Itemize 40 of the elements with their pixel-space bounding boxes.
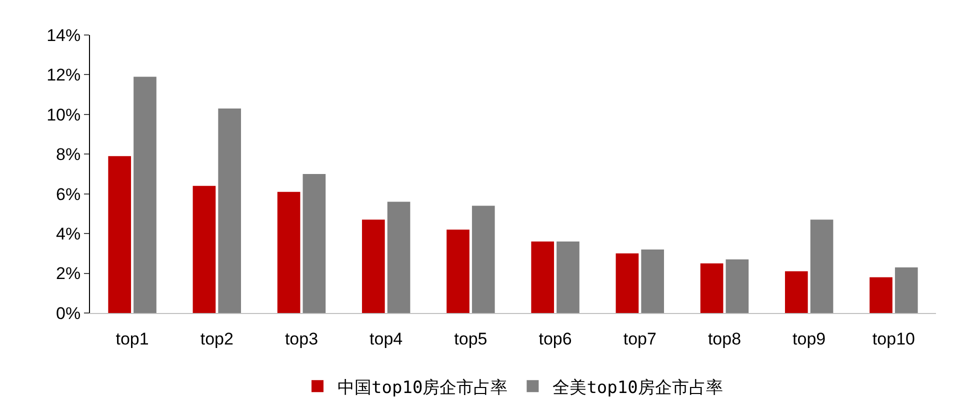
- bar: [726, 259, 749, 313]
- x-tick-label: top6: [538, 329, 572, 348]
- bar: [641, 249, 664, 313]
- x-tick-label: top2: [200, 329, 234, 348]
- y-tick-label: 6%: [56, 184, 81, 204]
- y-tick-label: 0%: [56, 304, 81, 323]
- bar: [134, 76, 156, 313]
- x-tick-label: top3: [284, 329, 318, 348]
- y-tick-label: 14%: [46, 26, 81, 45]
- x-tick-label: top7: [623, 329, 656, 348]
- bar: [531, 242, 554, 313]
- bar: [784, 271, 808, 313]
- x-tick-label: top10: [872, 329, 915, 348]
- bar: [700, 263, 724, 313]
- x-tick-label: top1: [116, 329, 149, 348]
- y-tick-label: 10%: [46, 105, 81, 124]
- x-tick-label: top5: [454, 329, 488, 348]
- bar: [810, 220, 834, 313]
- y-tick-label: 8%: [56, 145, 81, 164]
- bar: [302, 174, 326, 313]
- x-tick-label: top8: [708, 329, 742, 348]
- bar: [362, 220, 385, 313]
- bar: [446, 230, 470, 313]
- bar: [472, 206, 495, 313]
- bar: [870, 277, 892, 313]
- x-tick-label: top9: [792, 329, 826, 348]
- bar: [108, 156, 132, 313]
- y-tick-label: 4%: [56, 224, 81, 244]
- bar: [218, 108, 242, 313]
- bar: [556, 242, 580, 313]
- bar: [894, 267, 918, 313]
- y-tick-label: 12%: [46, 66, 81, 85]
- bar: [616, 253, 639, 313]
- y-tick-label: 2%: [56, 264, 81, 284]
- legend-label: 全美top10房企市占率: [552, 378, 723, 398]
- bar: [277, 192, 300, 313]
- bar: [192, 186, 216, 313]
- x-tick-label: top4: [370, 329, 403, 348]
- bar: [387, 202, 410, 313]
- legend-label: 中国top10房企市占率: [338, 378, 508, 398]
